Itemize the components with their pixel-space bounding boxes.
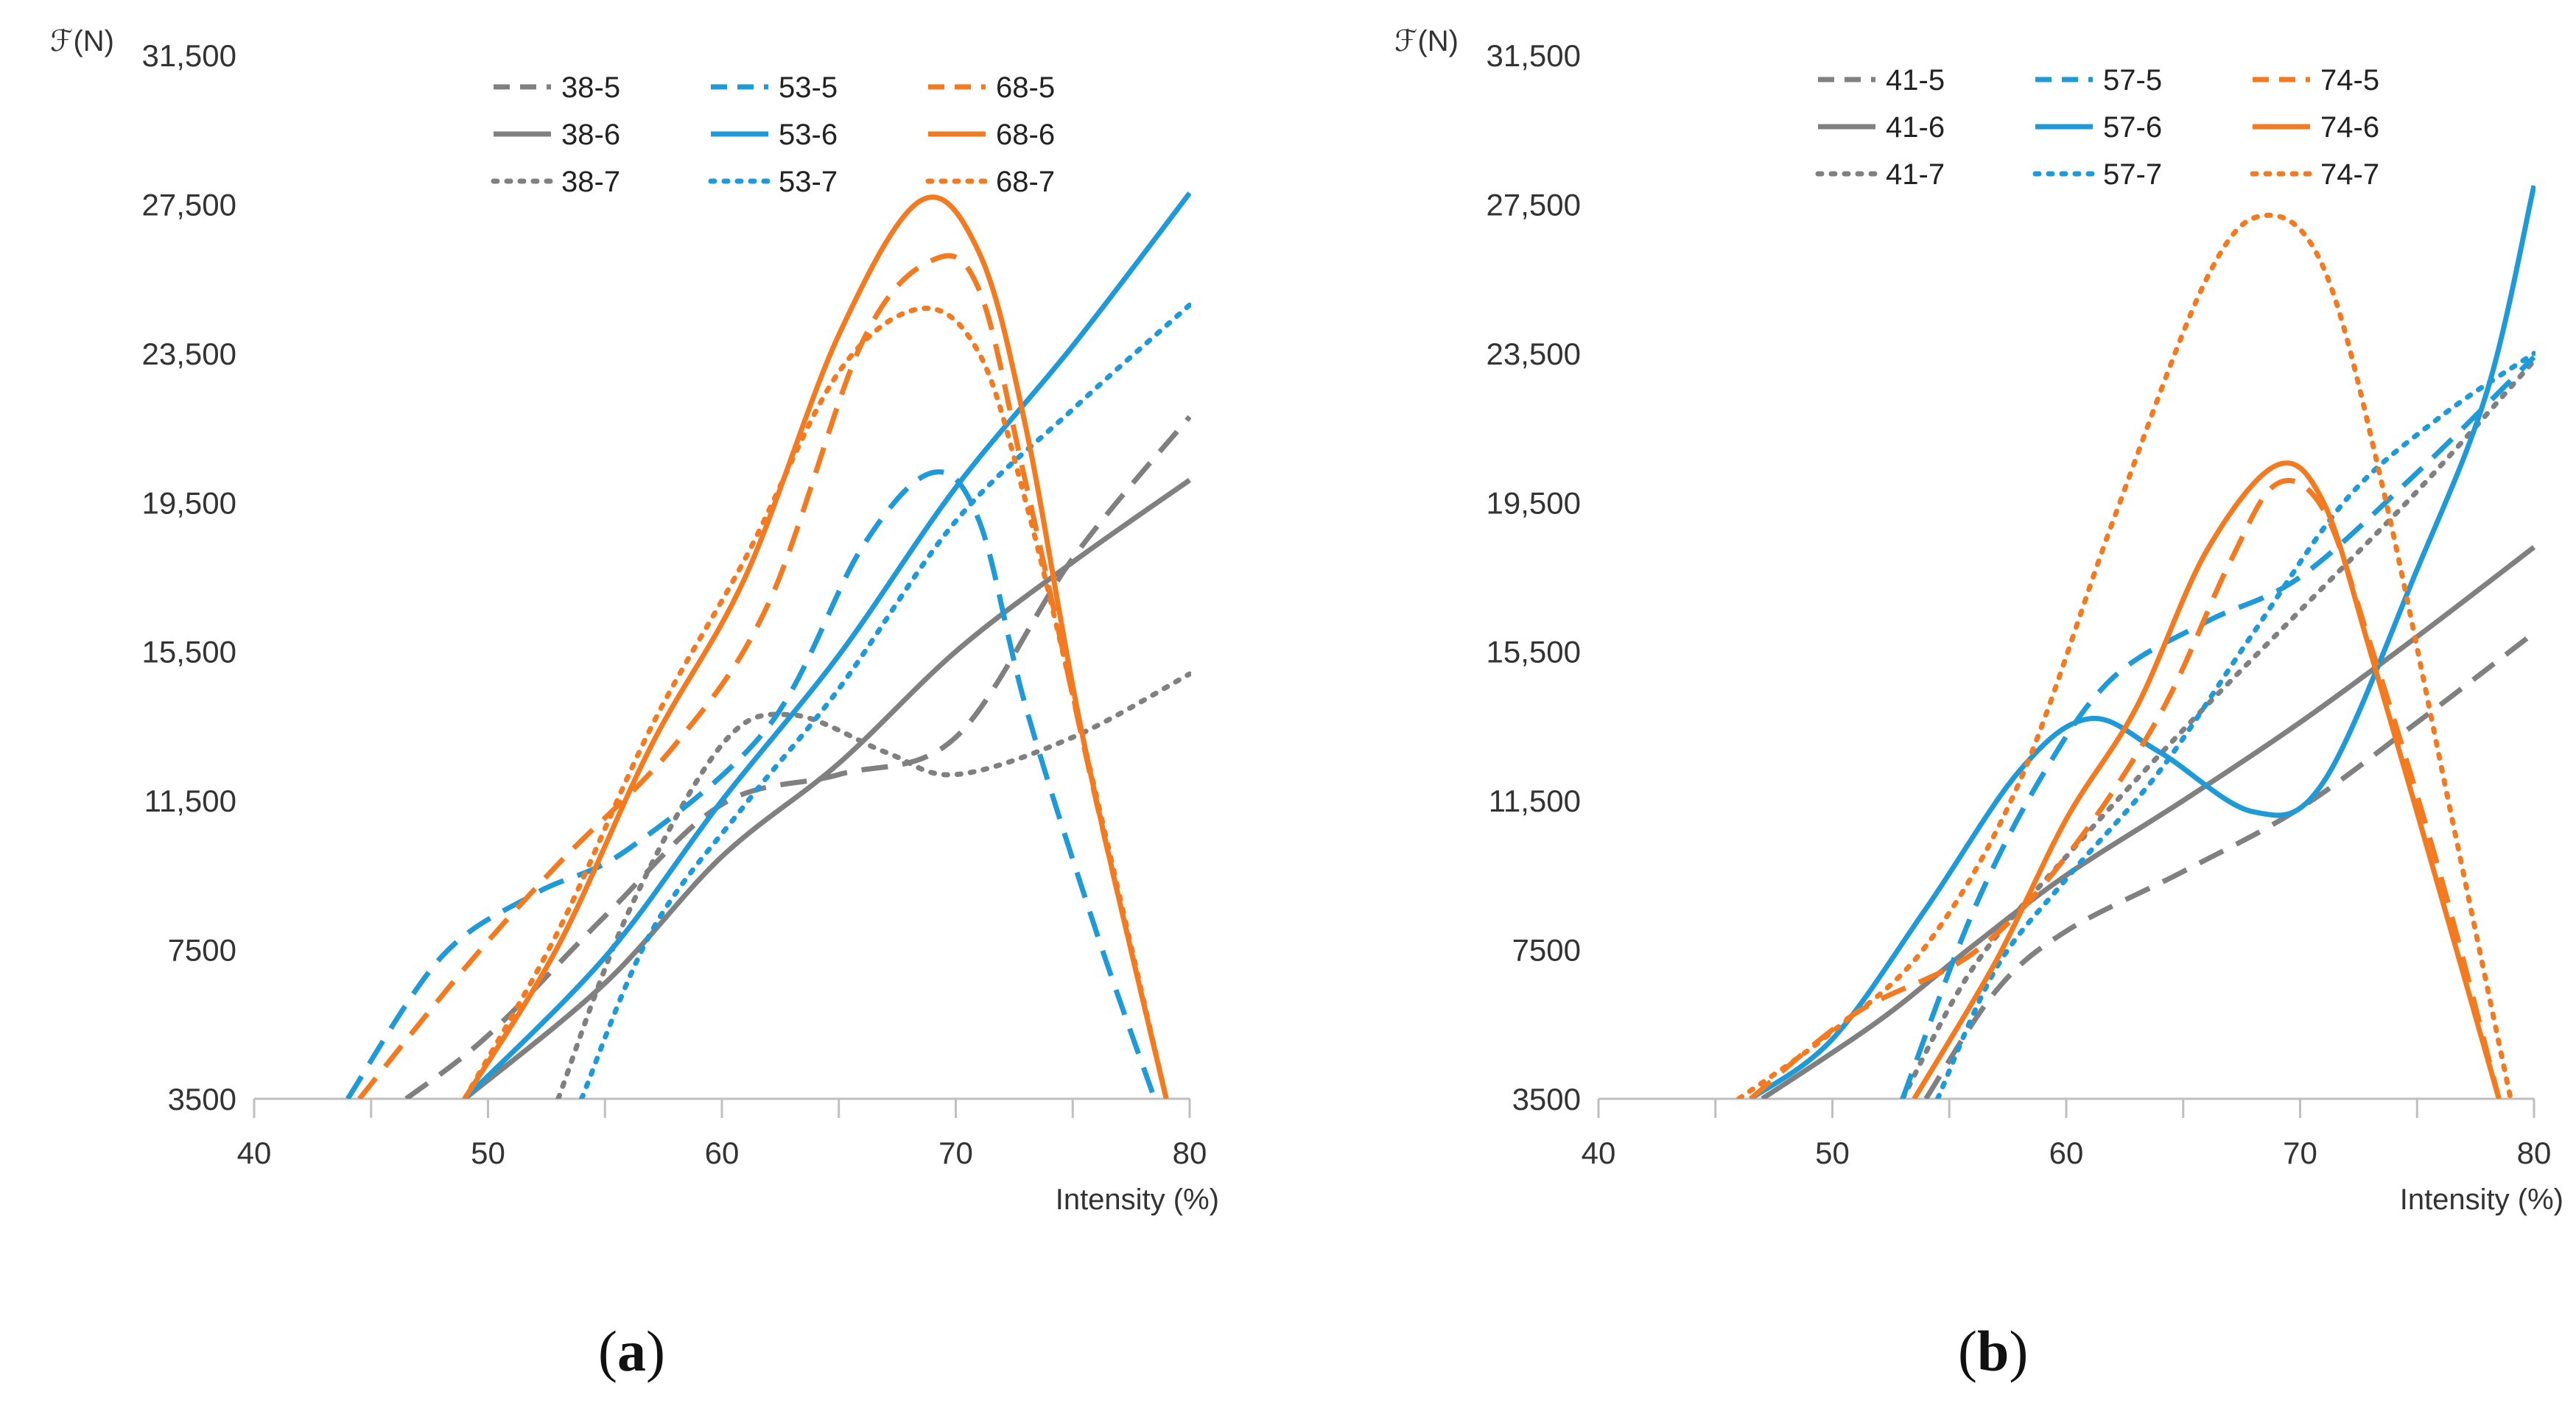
series-group	[345, 191, 1191, 1099]
caption-b: (b)	[1958, 1319, 2029, 1383]
y-tick-label: 3500	[168, 1082, 236, 1116]
legend-a: 38-5 38-6 38-7 53-5 53-6 53-7 68-5 68-6 68-7	[491, 71, 1055, 198]
y-tick-label: 11,500	[144, 784, 236, 818]
legend-label-38-6: 38-6	[561, 119, 620, 151]
series-line-41-7	[1900, 358, 2535, 1099]
y-tick-label: 15,500	[1487, 635, 1581, 669]
x-tick-label: 50	[471, 1136, 505, 1170]
legend-label-53-6: 53-6	[779, 119, 838, 151]
series-line-41-5	[1923, 630, 2535, 1099]
chart-b: 40 50 60 70 80 3500 7500 11,500 15,500 19,500 23,5…	[1394, 25, 2563, 1216]
y-tick-label: 31,500	[142, 38, 236, 73]
y-tick-label: 27,500	[142, 187, 236, 222]
x-tick-label: 70	[2283, 1136, 2317, 1170]
legend-label-53-5: 53-5	[779, 71, 838, 104]
legend-label-57-7: 57-7	[2103, 158, 2162, 191]
legend-label-68-7: 68-7	[996, 166, 1055, 198]
legend-label-57-5: 57-5	[2103, 64, 2162, 96]
series-line-38-6	[463, 478, 1191, 1099]
y-axis-label: ℱ(N)	[50, 25, 114, 57]
x-tick-label: 70	[938, 1136, 973, 1170]
legend-b: 41-5 41-6 41-7 57-5 57-6 57-7 74-5 74-6 74-7	[1815, 64, 2379, 191]
series-line-74-6	[1912, 460, 2502, 1099]
legend-label-53-7: 53-7	[779, 166, 838, 198]
x-axis-label: Intensity (%)	[2400, 1183, 2563, 1216]
legend-label-57-6: 57-6	[2103, 111, 2162, 144]
series-line-68-5	[357, 253, 1169, 1099]
series-line-57-6	[1749, 185, 2535, 1099]
series-line-68-7	[462, 306, 1169, 1099]
caption-a-letter: a	[617, 1319, 646, 1383]
x-tick-label: 60	[705, 1136, 740, 1170]
legend-label-68-5: 68-5	[996, 71, 1055, 104]
legend-label-41-5: 41-5	[1886, 64, 1945, 96]
legend-label-38-5: 38-5	[561, 71, 620, 104]
y-tick-label: 19,500	[142, 485, 236, 520]
y-tick-label: 3500	[1512, 1082, 1581, 1116]
legend-label-74-5: 74-5	[2320, 64, 2379, 96]
x-tick-label: 80	[1173, 1136, 1207, 1170]
series-line-57-5	[1900, 355, 2535, 1099]
y-tick-label: 7500	[1512, 933, 1581, 968]
y-tick-label: 19,500	[1487, 485, 1581, 520]
legend-label-41-6: 41-6	[1886, 111, 1945, 144]
series-line-53-5	[345, 469, 1157, 1099]
legend-label-38-7: 38-7	[561, 166, 620, 198]
caption-a: (a)	[598, 1319, 665, 1383]
series-line-57-7	[1934, 351, 2535, 1099]
series-line-38-7	[555, 671, 1191, 1099]
series-line-53-6	[463, 191, 1191, 1099]
legend-label-74-7: 74-7	[2320, 158, 2379, 191]
x-tick-label: 40	[237, 1136, 272, 1170]
legend-label-74-6: 74-6	[2320, 111, 2379, 144]
y-tick-label: 15,500	[142, 635, 236, 669]
y-tick-label: 7500	[168, 933, 236, 968]
series-line-53-7	[579, 302, 1191, 1099]
caption-b-letter: b	[1976, 1319, 2010, 1383]
series-group	[1736, 185, 2535, 1099]
legend-label-41-7: 41-7	[1886, 158, 1945, 191]
y-tick-label: 23,500	[142, 337, 236, 371]
y-tick-label: 11,500	[1489, 784, 1581, 818]
x-axis-label: Intensity (%)	[1056, 1183, 1219, 1216]
x-tick-label: 40	[1582, 1136, 1616, 1170]
y-tick-label: 23,500	[1487, 337, 1581, 371]
y-tick-label: 27,500	[1487, 187, 1581, 222]
series-line-41-6	[1761, 545, 2535, 1099]
series-line-74-7	[1736, 212, 2513, 1099]
y-tick-label: 31,500	[1487, 38, 1581, 73]
legend-label-68-6: 68-6	[996, 119, 1055, 151]
chart-a: 40 50 60 70 80 3500 7500 11,500 15,500 19,500 23,5…	[50, 25, 1219, 1216]
x-tick-label: 60	[2049, 1136, 2084, 1170]
x-tick-label: 50	[1815, 1136, 1850, 1170]
x-tick-label: 80	[2517, 1136, 2552, 1170]
y-axis-label: ℱ(N)	[1394, 25, 1459, 57]
